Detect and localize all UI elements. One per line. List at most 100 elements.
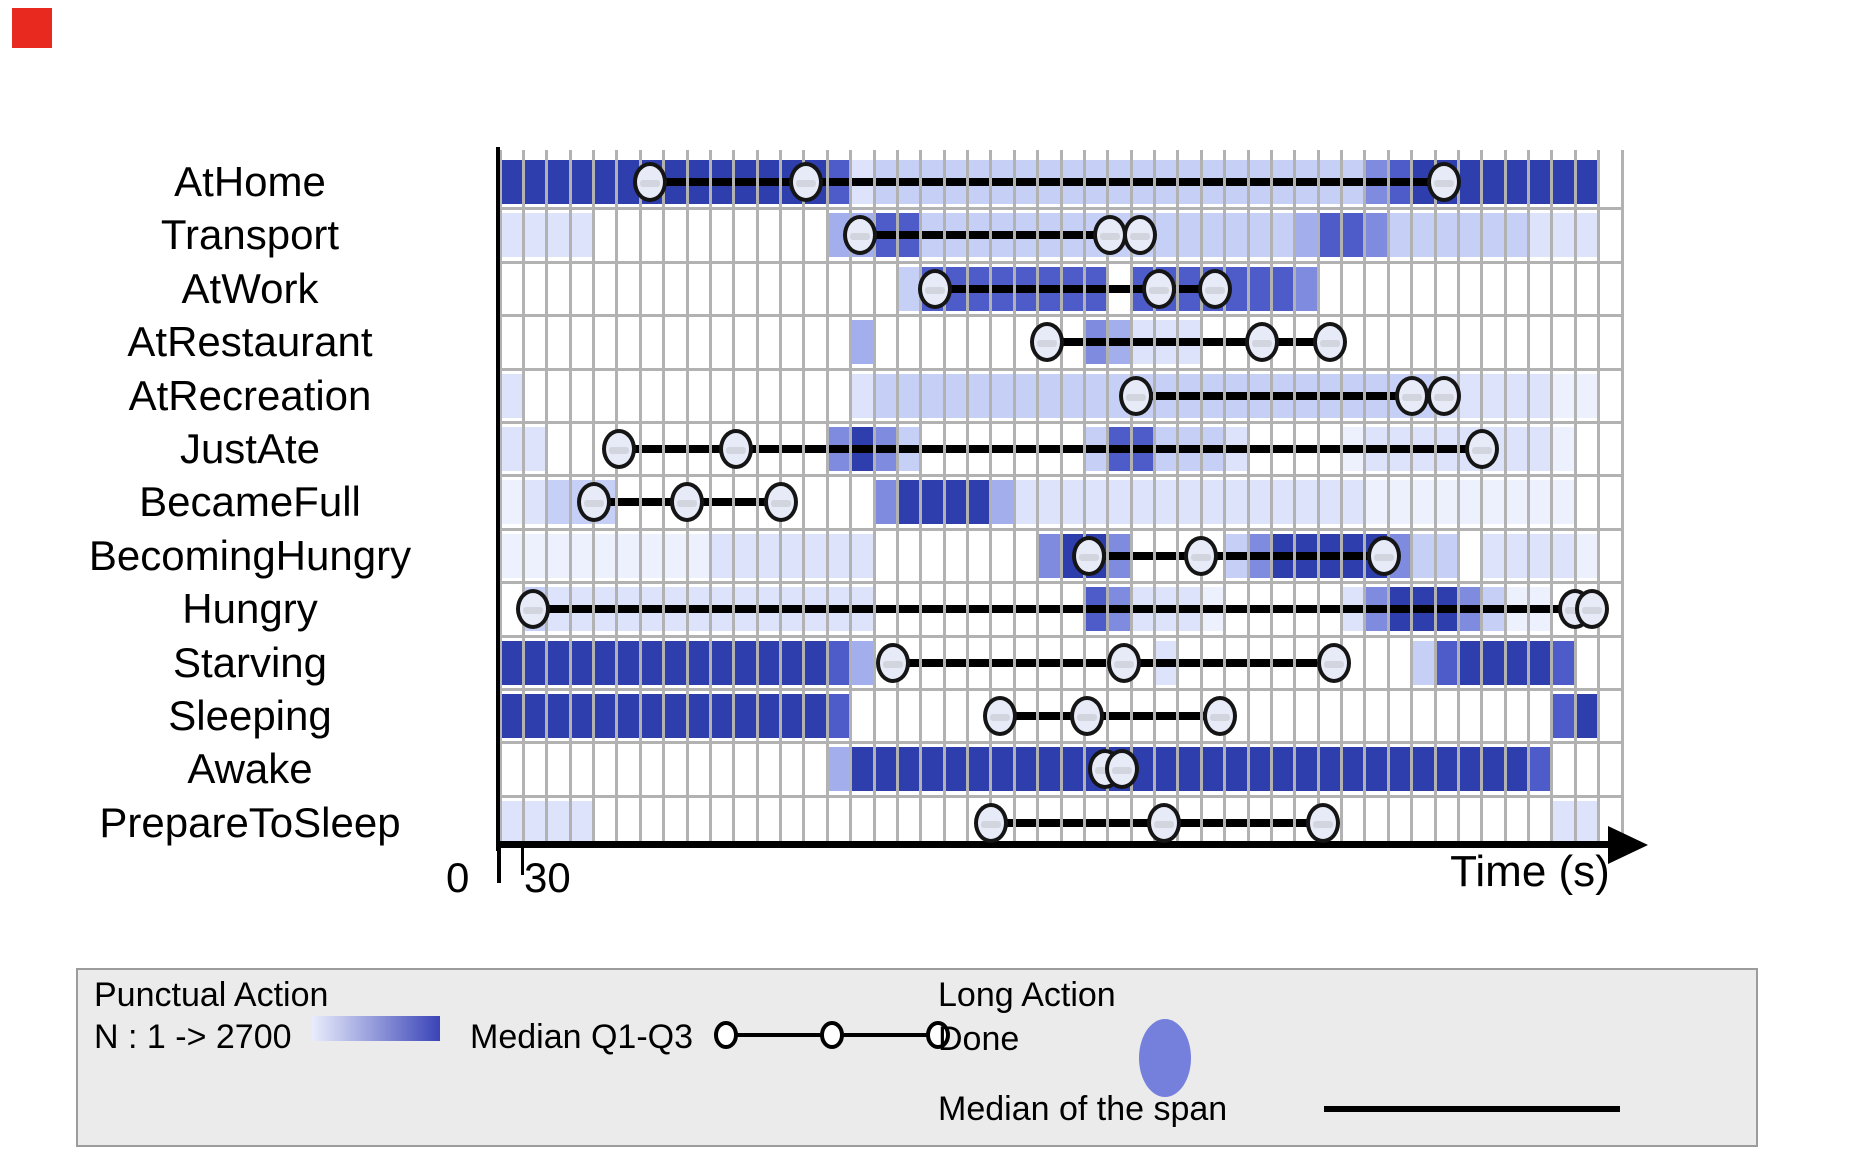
median-span-line — [934, 284, 1216, 293]
x-axis-tick — [521, 845, 524, 875]
heatmap-cell — [1154, 747, 1178, 792]
heatmap-cell — [710, 694, 734, 738]
heatmap-cell — [1294, 213, 1319, 258]
grid-vline — [615, 150, 619, 841]
row-label-BecameFull: BecameFull — [139, 478, 361, 526]
x-axis-line — [496, 841, 1614, 848]
grid-vline — [1456, 150, 1460, 841]
heatmap-cell — [1201, 480, 1225, 525]
heatmap-cell — [663, 694, 687, 738]
row-label-AtRecreation: AtRecreation — [128, 371, 372, 419]
heatmap-cell — [1528, 213, 1552, 258]
heatmap-cell — [687, 694, 711, 738]
quartile-circle — [1312, 322, 1347, 363]
circle-gray-tick — [990, 714, 1011, 721]
quartile-circle — [1029, 322, 1064, 363]
heatmap-cell — [1271, 213, 1295, 258]
heatmap-cell — [1248, 213, 1272, 258]
heatmap-cell — [1551, 480, 1576, 525]
heatmap-cell — [920, 373, 945, 418]
heatmap-cell — [1505, 640, 1529, 685]
heatmap-cell — [1528, 747, 1552, 792]
heatmap-cell — [1458, 480, 1482, 525]
grid-vline — [1597, 150, 1601, 841]
heatmap-cell — [780, 640, 804, 685]
heatmap-cell — [1458, 373, 1482, 418]
heatmap-cell — [593, 640, 617, 685]
row-label-Transport: Transport — [160, 211, 340, 259]
circle-gray-tick — [1434, 180, 1455, 187]
grid-vline — [755, 150, 759, 841]
heatmap-cell — [850, 533, 874, 578]
circle-gray-tick — [1319, 340, 1340, 348]
heatmap-cell — [1435, 480, 1459, 525]
heatmap-cell — [523, 694, 547, 738]
grid-vline — [1036, 150, 1040, 841]
circle-gray-tick — [522, 607, 543, 615]
heatmap-cell — [1107, 480, 1132, 525]
heatmap-cell — [897, 747, 921, 792]
heatmap-cell — [757, 640, 781, 685]
heatmap-cell — [500, 427, 524, 471]
quartile-circle — [576, 482, 611, 523]
heatmap-cell — [1154, 480, 1178, 525]
heatmap-cell — [1271, 747, 1295, 792]
heatmap-cell — [1364, 480, 1389, 525]
heatmap-cell — [1435, 533, 1459, 578]
heatmap-cell — [1294, 266, 1319, 311]
grid-hline — [500, 741, 1622, 745]
grid-hline — [500, 794, 1622, 798]
grid-hline — [500, 260, 1622, 264]
heatmap-cell — [1364, 747, 1389, 792]
grid-vline — [1012, 150, 1016, 841]
heatmap-cell — [1341, 480, 1365, 525]
quartile-circle — [1464, 429, 1499, 469]
quartile-circle — [917, 268, 952, 309]
row-label-Hungry: Hungry — [182, 585, 318, 633]
quartile-circle — [1118, 375, 1153, 416]
quartile-circle — [983, 696, 1018, 736]
circle-gray-tick — [1324, 660, 1345, 668]
grid-vline — [732, 150, 736, 841]
heatmap-cell — [1551, 694, 1576, 738]
heatmap-cell — [546, 694, 571, 738]
heatmap-cell — [523, 160, 547, 204]
quartile-circle — [1184, 535, 1219, 576]
heatmap-cell — [1528, 373, 1552, 418]
row-label-Sleeping: Sleeping — [168, 692, 332, 739]
grid-vline — [638, 150, 642, 841]
legend-span-label: Median of the span — [938, 1090, 1228, 1128]
heatmap-cell — [827, 640, 851, 685]
median-span-line — [1089, 551, 1384, 560]
heatmap-cell — [1481, 533, 1506, 578]
quartile-circle — [602, 429, 637, 469]
heatmap-cell — [523, 800, 547, 845]
heatmap-cell — [780, 694, 804, 738]
heatmap-cell — [780, 533, 804, 578]
heatmap-cell — [1318, 747, 1342, 792]
circle-gray-tick — [1130, 233, 1151, 241]
heatmap-cell — [523, 533, 547, 578]
circle-gray-tick — [924, 286, 945, 294]
heatmap-cell — [1481, 640, 1506, 685]
heatmap-cell — [546, 160, 571, 204]
heatmap-cell — [874, 373, 898, 418]
heatmap-cell — [1551, 640, 1576, 685]
heatmap-cell — [1037, 533, 1061, 578]
quartile-circle — [875, 642, 910, 683]
grid-hline — [500, 688, 1622, 691]
circle-gray-tick — [639, 180, 660, 187]
heatmap-cell — [757, 694, 781, 738]
heatmap-cell — [1575, 694, 1599, 738]
heatmap-cell — [1528, 640, 1552, 685]
heatmap-cell — [523, 640, 547, 685]
x-axis-title: Time (s) — [1450, 847, 1610, 896]
legend-box: Punctual Action N : 1 -> 2700 Median Q1-… — [76, 968, 1758, 1147]
grid-vline — [919, 150, 923, 841]
heatmap-cell — [1177, 213, 1202, 258]
heatmap-cell — [1435, 213, 1459, 258]
legend-punctual-title: Punctual Action — [94, 976, 329, 1014]
grid-vline — [872, 150, 876, 841]
heatmap-cell — [803, 694, 828, 738]
heatmap-cell — [803, 640, 828, 685]
